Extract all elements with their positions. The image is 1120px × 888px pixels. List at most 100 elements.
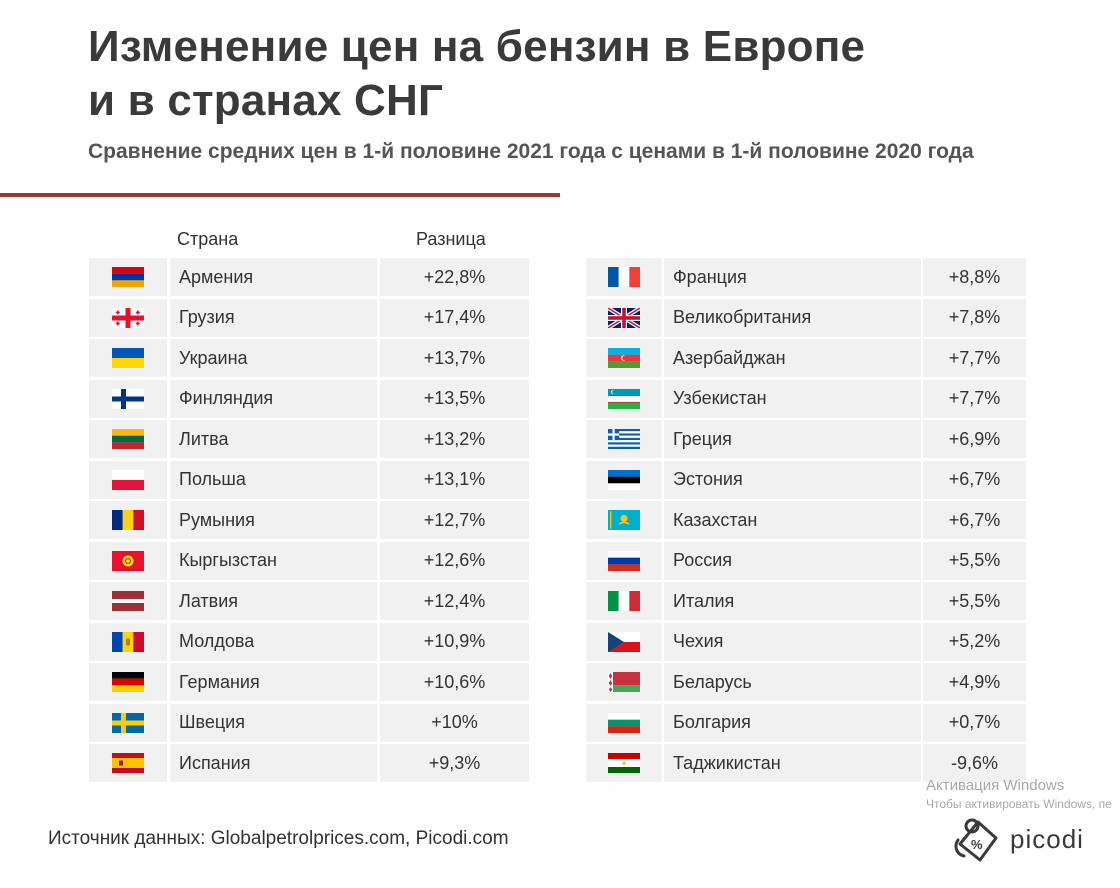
country-name: Болгария [664, 703, 921, 742]
price-difference: +5,5% [923, 541, 1026, 580]
flag-russia-icon [608, 550, 640, 571]
flag-italy-icon [608, 591, 640, 611]
accent-divider [0, 193, 560, 197]
flag-cell [89, 258, 167, 296]
flag-cell [89, 582, 167, 620]
price-difference: +7,7% [923, 339, 1026, 377]
price-difference: +7,7% [923, 379, 1026, 418]
flag-cell [586, 703, 662, 742]
country-name: Великобритания [664, 298, 921, 337]
flag-estonia-icon [608, 469, 640, 490]
picodi-logo: % picodi [952, 816, 1092, 862]
flag-cell [586, 541, 662, 580]
price-difference: +13,2% [380, 420, 529, 458]
price-difference: +12,7% [380, 501, 529, 539]
price-difference: -9,6% [923, 744, 1026, 782]
price-difference: +12,4% [380, 582, 529, 620]
flag-cell [89, 663, 167, 701]
flag-cell [586, 501, 662, 539]
price-difference: +8,8% [923, 258, 1026, 296]
flag-cell [89, 339, 167, 377]
country-name: Польша [170, 460, 377, 499]
flag-cell [89, 460, 167, 499]
country-name: Чехия [664, 622, 921, 661]
picodi-percent-tag-icon: % [954, 818, 998, 862]
flag-cell [89, 703, 167, 742]
column-header-country: Страна [177, 229, 239, 249]
flag-cell [586, 379, 662, 418]
flag-cell [89, 744, 167, 782]
flag-greece-icon [608, 429, 640, 449]
flag-georgia-icon [112, 307, 144, 328]
flag-romania-icon [112, 510, 144, 530]
flag-cell [586, 258, 662, 296]
subtitle: Сравнение средних цен в 1-й половине 202… [88, 140, 974, 163]
country-name: Литва [170, 420, 377, 458]
flag-cell [89, 420, 167, 458]
price-difference: +5,5% [923, 582, 1026, 620]
flag-moldova-icon [112, 631, 144, 652]
country-name: Латвия [170, 582, 377, 620]
country-name: Италия [664, 582, 921, 620]
flag-ukraine-icon [112, 348, 144, 368]
price-difference: +22,8% [380, 258, 529, 296]
svg-text:%: % [971, 837, 983, 852]
flag-kazakhstan-icon [608, 510, 640, 530]
flag-latvia-icon [112, 591, 144, 611]
flag-cell [586, 460, 662, 499]
flag-cell [586, 339, 662, 377]
price-difference: +6,7% [923, 460, 1026, 499]
flag-belarus-icon [608, 672, 640, 692]
country-name: Украина [170, 339, 377, 377]
price-difference: +10,6% [380, 663, 529, 701]
country-name: Эстония [664, 460, 921, 499]
flag-germany-icon [112, 672, 144, 692]
price-difference: +4,9% [923, 663, 1026, 701]
country-name: Германия [170, 663, 377, 701]
picodi-logo-text: picodi [1010, 824, 1084, 854]
country-name: Армения [170, 258, 377, 296]
country-name: Казахстан [664, 501, 921, 539]
country-name: Румыния [170, 501, 377, 539]
price-difference: +13,5% [380, 379, 529, 418]
flag-bulgaria-icon [608, 712, 640, 733]
flag-uk-icon [608, 307, 640, 328]
flag-poland-icon [112, 469, 144, 490]
price-difference: +0,7% [923, 703, 1026, 742]
price-difference: +6,9% [923, 420, 1026, 458]
price-difference: +12,6% [380, 541, 529, 580]
flag-cell [89, 541, 167, 580]
flag-uzbekistan-icon [608, 388, 640, 409]
country-name: Россия [664, 541, 921, 580]
data-source: Источник данных: Globalpetrolprices.com,… [48, 828, 509, 849]
price-difference: +7,8% [923, 298, 1026, 337]
country-name: Грузия [170, 298, 377, 337]
country-name: Молдова [170, 622, 377, 661]
country-name: Узбекистан [664, 379, 921, 418]
column-header-difference: Разница [416, 229, 486, 249]
flag-lithuania-icon [112, 429, 144, 449]
flag-azerbaijan-icon [608, 348, 640, 368]
flag-sweden-icon [112, 712, 144, 733]
price-difference: +5,2% [923, 622, 1026, 661]
flag-kyrgyzstan-icon [112, 550, 144, 571]
flag-cell [586, 420, 662, 458]
price-difference: +9,3% [380, 744, 529, 782]
country-name: Беларусь [664, 663, 921, 701]
flag-czechia-icon [608, 631, 640, 652]
windows-activation-watermark: Активация Windows [926, 777, 1065, 794]
flag-cell [89, 379, 167, 418]
price-difference: +10,9% [380, 622, 529, 661]
country-name: Таджикистан [664, 744, 921, 782]
country-name: Финляндия [170, 379, 377, 418]
flag-spain-icon [112, 753, 144, 773]
country-name: Кыргызстан [170, 541, 377, 580]
price-difference: +10% [380, 703, 529, 742]
country-name: Швеция [170, 703, 377, 742]
country-name: Франция [664, 258, 921, 296]
price-difference: +6,7% [923, 501, 1026, 539]
flag-cell [586, 622, 662, 661]
price-difference: +17,4% [380, 298, 529, 337]
page-title: Изменение цен на бензин в Европе и в стра… [88, 20, 865, 128]
title-line-1: Изменение цен на бензин в Европе [88, 22, 866, 71]
